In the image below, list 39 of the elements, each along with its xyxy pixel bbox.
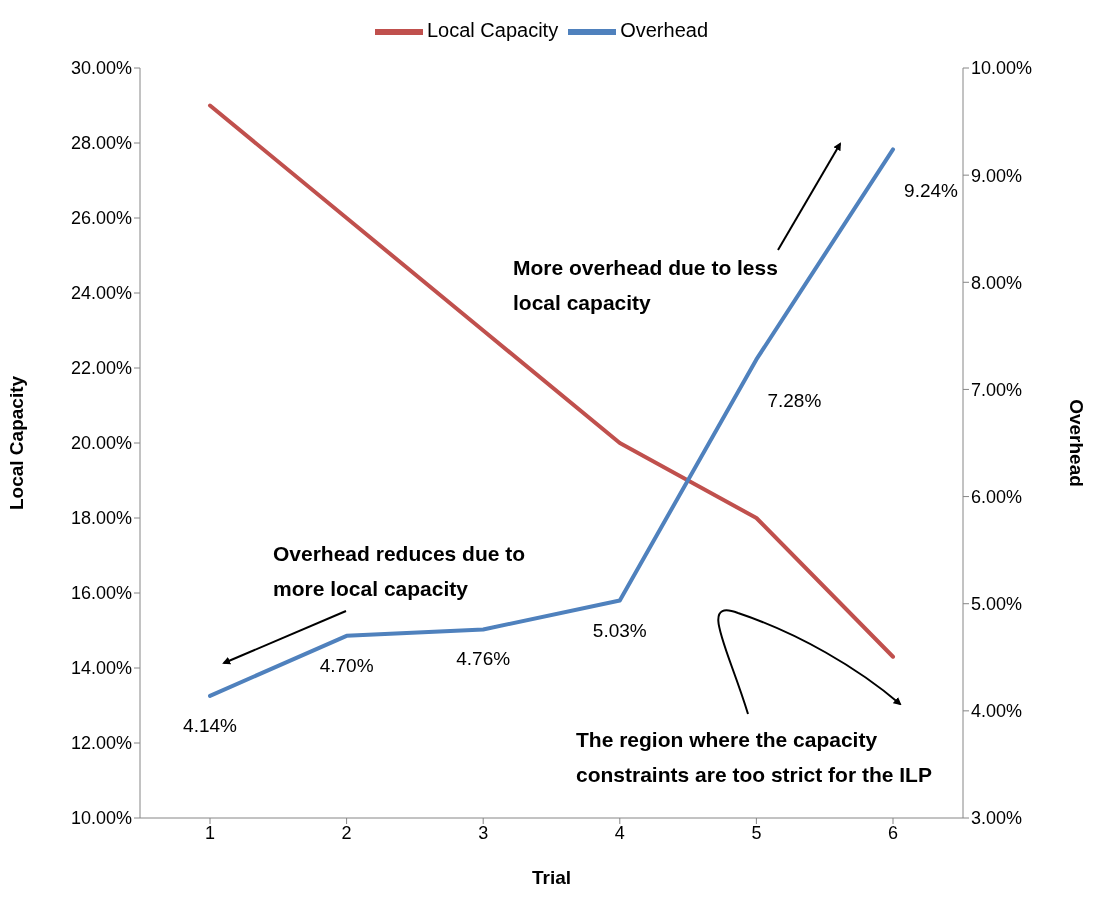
x-tick-label: 1 [204, 822, 216, 843]
y-tick-label: 14.00% [70, 658, 132, 679]
y-tick-label: 16.00% [70, 583, 132, 604]
data-label: 9.24% [904, 180, 959, 202]
y-tick-label: 30.00% [70, 58, 132, 79]
legend-label: Overhead [620, 19, 709, 42]
y-axis-title: Local Capacity [5, 375, 27, 511]
y2-tick-label: 3.00% [971, 808, 1023, 829]
y2-tick-label: 8.00% [971, 272, 1023, 293]
y2-tick-label: 9.00% [971, 165, 1023, 186]
data-label: 4.76% [456, 648, 511, 670]
x-tick-label: 2 [341, 822, 352, 843]
legend-label: Local Capacity [426, 19, 559, 42]
data-label: 5.03% [592, 619, 647, 641]
data-label: 7.28% [767, 390, 822, 412]
y-tick-label: 22.00% [70, 358, 132, 379]
y-tick-label: 20.00% [70, 433, 132, 454]
y-tick-label: 26.00% [70, 208, 132, 229]
y-tick-label: 18.00% [70, 508, 132, 529]
y2-axis-title: Overhead [1066, 399, 1088, 487]
y-tick-label: 24.00% [70, 283, 132, 304]
y2-tick-label: 4.00% [971, 701, 1023, 722]
data-label: 4.70% [319, 654, 374, 676]
y2-tick-label: 5.00% [971, 594, 1023, 615]
y2-tick-label: 6.00% [971, 486, 1023, 507]
data-label: 4.14% [183, 714, 238, 736]
y-tick-label: 10.00% [70, 808, 132, 829]
annotation: The region where the capacity constraints are too strict for the ILP [576, 727, 933, 788]
y2-tick-label: 10.00% [971, 58, 1033, 79]
annotation: Overhead reduces due to more local capacity [273, 541, 527, 602]
y-tick-label: 12.00% [70, 733, 132, 754]
x-tick-label: 3 [478, 822, 489, 843]
x-axis-title: Trial [531, 867, 572, 888]
annotation: More overhead due to less local capacity [513, 255, 779, 316]
x-tick-label: 4 [614, 822, 625, 843]
y-tick-label: 28.00% [70, 133, 132, 154]
x-tick-label: 5 [751, 822, 762, 843]
x-tick-label: 6 [887, 822, 899, 843]
y2-tick-label: 7.00% [971, 379, 1023, 400]
